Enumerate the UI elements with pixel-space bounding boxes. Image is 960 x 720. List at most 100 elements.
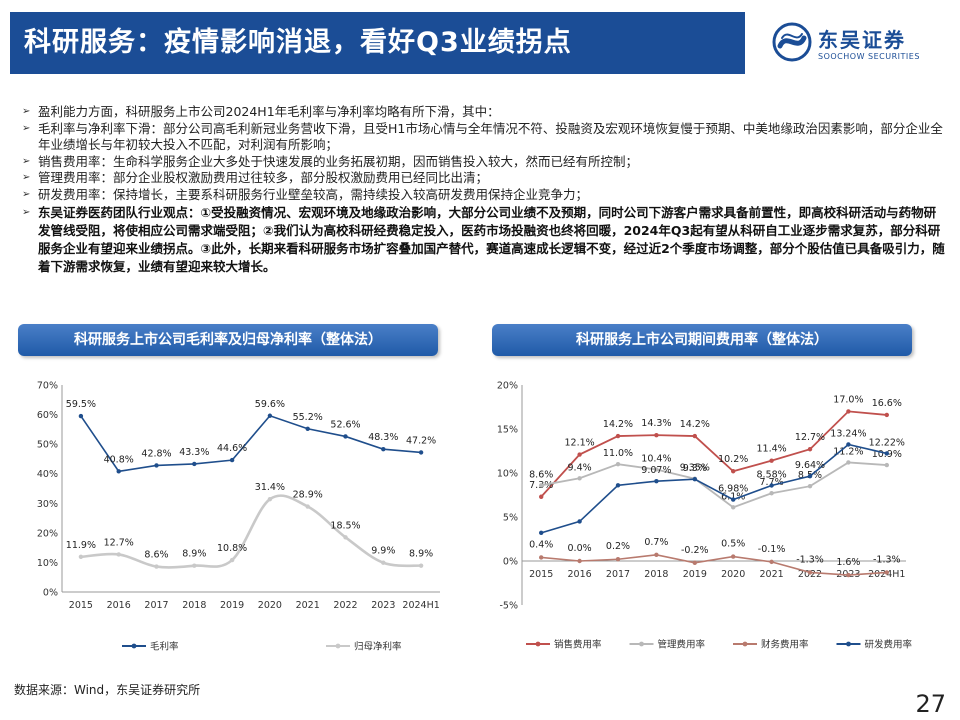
data-label: 11.2% bbox=[833, 446, 863, 457]
data-point bbox=[807, 570, 813, 575]
bullet-text: 盈利能力方面，科研服务上市公司2024H1年毛利率与净利率均略有所下滑，其中： bbox=[38, 104, 500, 119]
data-point bbox=[305, 504, 310, 509]
data-label: -0.1% bbox=[758, 544, 786, 555]
margin-line-chart: 0% 10% 20% 30% 40% 50% 60% 70% 2015 2016 2017 2018 2… bbox=[37, 381, 440, 653]
data-label: 12.7% bbox=[104, 537, 134, 548]
data-point bbox=[343, 535, 348, 540]
data-point bbox=[846, 409, 851, 414]
data-label: 10.4% bbox=[641, 453, 671, 464]
legend-label: 研发费用率 bbox=[865, 639, 913, 651]
data-point bbox=[654, 467, 659, 472]
data-label: 12.22% bbox=[869, 437, 905, 448]
x-tick-label: 2017 bbox=[606, 569, 630, 580]
y-tick-label: 10% bbox=[37, 558, 58, 569]
bullet-item: ➢ 研发费用率：保持增长，主要系科研服务行业壁垒较高，需持续投入较高研发费用保持企… bbox=[20, 187, 948, 204]
data-point bbox=[192, 461, 197, 467]
y-tick-label: 20% bbox=[37, 528, 58, 539]
series-line bbox=[80, 414, 422, 473]
data-point bbox=[539, 483, 544, 488]
data-label: 14.2% bbox=[680, 419, 710, 430]
data-label: 14.2% bbox=[603, 419, 633, 430]
data-label: 28.9% bbox=[293, 490, 323, 501]
data-label: -1.3% bbox=[796, 554, 824, 565]
x-tick-label: 2022 bbox=[333, 600, 357, 611]
x-tick-label: 2023 bbox=[371, 600, 395, 611]
data-point bbox=[769, 559, 774, 565]
data-point bbox=[154, 564, 159, 569]
y-tick-label: 10% bbox=[497, 469, 518, 480]
bullet-arrow-icon: ➢ bbox=[22, 155, 31, 167]
data-label: 7.7% bbox=[760, 477, 784, 488]
bullet-arrow-icon: ➢ bbox=[22, 122, 31, 134]
series-line bbox=[80, 494, 422, 569]
data-label: 8.6% bbox=[144, 550, 168, 561]
bullet-item-viewpoint: ➢ 东吴证券医药团队行业观点：①受投融资情况、宏观环境及地缘政治影响，大部分公司业… bbox=[20, 204, 948, 276]
data-label: 0.2% bbox=[606, 541, 630, 552]
data-label: 0.0% bbox=[568, 543, 592, 554]
data-label: 11.0% bbox=[603, 448, 633, 459]
data-point bbox=[692, 560, 697, 565]
legend-label: 管理费用率 bbox=[658, 639, 706, 651]
data-source-note: 数据来源：Wind，东吴证券研究所 bbox=[14, 683, 201, 697]
bullet-item: ➢ 盈利能力方面，科研服务上市公司2024H1年毛利率与净利率均略有所下滑，其中： bbox=[20, 104, 948, 121]
data-label: 42.8% bbox=[141, 448, 171, 459]
legend-marker bbox=[742, 641, 748, 647]
data-point bbox=[577, 476, 582, 481]
data-label: 12.1% bbox=[565, 438, 595, 449]
company-logo: 东吴证券 SOOCHOW SECURITIES bbox=[772, 20, 952, 76]
x-tick-label: 2015 bbox=[69, 600, 93, 611]
data-point bbox=[615, 462, 621, 467]
x-tick-label: 2016 bbox=[568, 569, 592, 580]
data-label: 14.3% bbox=[641, 418, 671, 429]
data-point bbox=[539, 494, 544, 499]
data-point bbox=[577, 519, 582, 524]
data-point bbox=[846, 572, 851, 578]
logo-chinese-name: 东吴证券 bbox=[818, 28, 906, 52]
legend-marker bbox=[846, 641, 851, 647]
bullet-arrow-icon: ➢ bbox=[22, 106, 31, 117]
data-label: 11.4% bbox=[757, 444, 787, 455]
data-point bbox=[577, 558, 582, 564]
data-label: 12.7% bbox=[795, 432, 825, 443]
legend-marker bbox=[535, 641, 541, 647]
x-tick-label: 2015 bbox=[529, 569, 553, 580]
y-tick-label: 0% bbox=[503, 557, 518, 568]
page-title: 科研服务：疫情影响消退，看好Q3业绩拐点 bbox=[24, 27, 572, 58]
data-point bbox=[731, 505, 736, 510]
x-tick-label: 2016 bbox=[107, 600, 131, 611]
bullet-text: 管理费用率：部分企业股权激励费用过往较多，部分股权激励费用已经同比出清； bbox=[38, 170, 489, 186]
data-point bbox=[267, 496, 273, 502]
data-label: 10.2% bbox=[718, 454, 748, 465]
y-tick-label: 30% bbox=[37, 499, 58, 510]
data-label: 43.3% bbox=[179, 447, 209, 458]
series-line bbox=[540, 443, 887, 534]
data-point bbox=[418, 450, 424, 455]
data-point bbox=[418, 563, 424, 568]
data-label: 6.1% bbox=[721, 491, 745, 502]
data-label: 8.9% bbox=[182, 549, 206, 560]
data-point bbox=[229, 457, 235, 463]
data-point bbox=[229, 557, 235, 563]
data-point bbox=[769, 483, 774, 488]
y-tick-label: 15% bbox=[497, 425, 518, 436]
data-point bbox=[884, 570, 889, 575]
data-label: 16.6% bbox=[872, 398, 902, 409]
data-label: 0.4% bbox=[529, 539, 553, 550]
data-label: 8.6% bbox=[529, 469, 553, 480]
data-label: 55.2% bbox=[293, 412, 323, 423]
data-label: 44.6% bbox=[217, 443, 247, 454]
legend-label: 财务费用率 bbox=[761, 639, 809, 651]
data-label: 10.8% bbox=[217, 543, 247, 554]
data-point bbox=[78, 554, 84, 560]
data-label: 47.2% bbox=[406, 435, 436, 446]
data-label: 0.7% bbox=[644, 537, 668, 548]
series-line bbox=[541, 461, 887, 509]
data-point bbox=[769, 458, 774, 463]
data-label: 52.6% bbox=[330, 419, 360, 430]
data-label: 59.6% bbox=[255, 399, 285, 410]
data-label: 8.9% bbox=[409, 549, 433, 560]
data-point bbox=[116, 469, 121, 474]
bullet-text: 研发费用率：保持增长，主要系科研服务行业壁垒较高，需持续投入较高研发费用保持企业… bbox=[38, 186, 589, 202]
y-tick-label: 60% bbox=[37, 410, 58, 421]
data-label: 9.64% bbox=[795, 460, 825, 471]
